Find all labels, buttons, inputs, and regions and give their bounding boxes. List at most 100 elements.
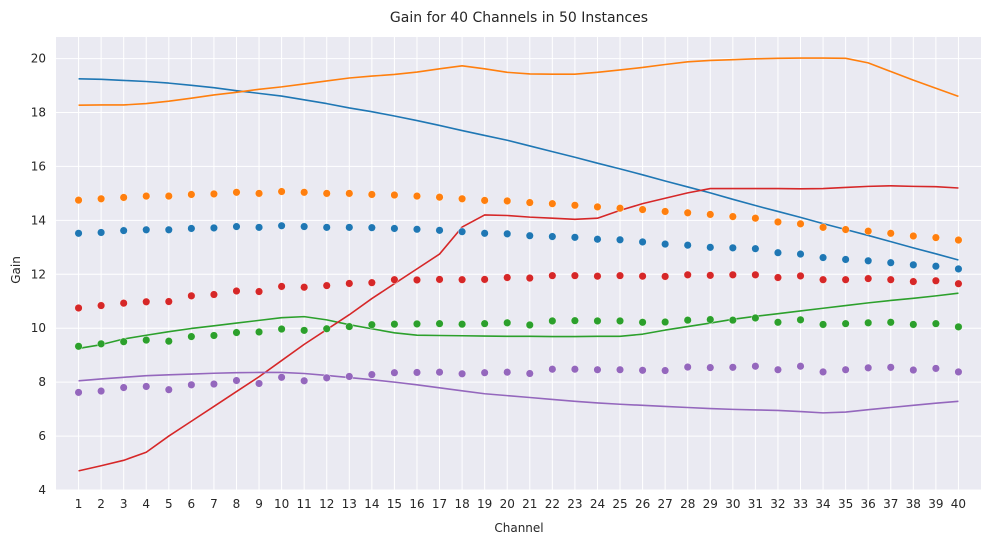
data-point-series-4 [458, 275, 467, 284]
x-tick-label: 4 [142, 497, 150, 511]
data-point-series-1 [390, 224, 399, 233]
data-point-series-4 [300, 283, 309, 292]
x-tick-label: 26 [635, 497, 650, 511]
data-point-series-5 [322, 373, 331, 382]
x-tick-label: 19 [477, 497, 492, 511]
data-point-series-5 [931, 364, 940, 373]
data-point-series-5 [616, 365, 625, 374]
x-tick-label: 30 [725, 497, 740, 511]
data-point-series-4 [954, 279, 963, 288]
x-tick-label: 14 [364, 497, 379, 511]
data-point-series-1 [931, 262, 940, 271]
data-point-series-4 [209, 290, 218, 299]
data-point-series-5 [345, 372, 354, 381]
data-point-series-2 [909, 231, 918, 240]
data-point-series-5 [683, 363, 692, 372]
data-point-series-1 [706, 243, 715, 252]
data-point-series-4 [97, 301, 106, 310]
data-point-series-1 [164, 225, 173, 234]
data-point-series-2 [525, 198, 534, 207]
x-tick-label: 5 [165, 497, 173, 511]
data-point-series-3 [593, 316, 602, 325]
data-point-series-4 [142, 297, 151, 306]
data-point-series-1 [819, 253, 828, 262]
data-point-series-1 [525, 231, 534, 240]
y-tick-label: 10 [31, 321, 46, 335]
data-point-series-2 [209, 189, 218, 198]
data-point-series-5 [819, 367, 828, 376]
data-point-series-3 [909, 320, 918, 329]
x-tick-label: 13 [342, 497, 357, 511]
x-tick-label: 3 [120, 497, 128, 511]
data-point-series-2 [435, 193, 444, 202]
data-point-series-3 [503, 318, 512, 327]
data-point-series-4 [119, 299, 128, 308]
data-point-series-1 [683, 241, 692, 250]
data-point-series-2 [503, 196, 512, 205]
data-point-series-3 [412, 319, 421, 328]
data-point-series-3 [841, 319, 850, 328]
data-point-series-3 [638, 318, 647, 327]
data-point-series-4 [255, 287, 264, 296]
data-point-series-1 [548, 232, 557, 241]
data-point-series-4 [751, 270, 760, 279]
data-point-series-5 [841, 365, 850, 374]
x-tick-label: 38 [906, 497, 921, 511]
x-tick-label: 28 [680, 497, 695, 511]
data-point-series-5 [954, 367, 963, 376]
data-point-series-1 [864, 256, 873, 265]
data-point-series-5 [864, 363, 873, 372]
y-tick-labels: 4 6 8 10 12 14 16 18 20 [31, 52, 46, 497]
data-point-series-4 [909, 277, 918, 286]
data-point-series-2 [773, 217, 782, 226]
data-point-series-2 [97, 194, 106, 203]
data-point-series-4 [593, 272, 602, 281]
data-point-series-2 [864, 227, 873, 236]
data-point-series-5 [909, 366, 918, 375]
data-point-series-2 [164, 192, 173, 201]
x-tick-label: 39 [928, 497, 943, 511]
x-tick-label: 1 [75, 497, 83, 511]
x-tick-label: 15 [387, 497, 402, 511]
data-point-series-1 [796, 250, 805, 259]
data-point-series-5 [886, 363, 895, 372]
x-tick-label: 2 [97, 497, 105, 511]
x-tick-label: 8 [233, 497, 241, 511]
y-tick-label: 14 [31, 213, 46, 227]
data-point-series-3 [819, 320, 828, 329]
data-point-series-3 [435, 319, 444, 328]
data-point-series-1 [570, 233, 579, 242]
data-point-series-1 [728, 243, 737, 252]
data-point-series-2 [300, 188, 309, 197]
data-point-series-5 [503, 368, 512, 377]
data-point-series-3 [954, 322, 963, 331]
data-point-series-3 [74, 342, 83, 351]
x-tick-label: 10 [274, 497, 289, 511]
data-point-series-5 [367, 370, 376, 379]
data-point-series-3 [864, 318, 873, 327]
data-point-series-5 [300, 376, 309, 385]
plot-area [56, 37, 981, 490]
data-point-series-4 [931, 276, 940, 285]
data-point-series-4 [796, 271, 805, 280]
data-point-series-4 [322, 281, 331, 290]
y-tick-label: 12 [31, 267, 46, 281]
data-point-series-5 [525, 369, 534, 378]
data-point-series-4 [616, 271, 625, 280]
data-point-series-1 [412, 225, 421, 234]
data-point-series-5 [773, 365, 782, 374]
data-point-series-3 [548, 316, 557, 325]
data-point-series-4 [345, 279, 354, 288]
data-point-series-1 [142, 225, 151, 234]
data-point-series-1 [661, 240, 670, 249]
x-tick-label: 25 [612, 497, 627, 511]
data-point-series-4 [367, 278, 376, 287]
data-point-series-3 [706, 315, 715, 324]
data-point-series-1 [187, 224, 196, 233]
data-point-series-4 [728, 270, 737, 279]
data-point-series-3 [390, 320, 399, 329]
y-tick-label: 16 [31, 159, 46, 173]
data-point-series-5 [164, 385, 173, 394]
data-point-series-4 [570, 271, 579, 280]
